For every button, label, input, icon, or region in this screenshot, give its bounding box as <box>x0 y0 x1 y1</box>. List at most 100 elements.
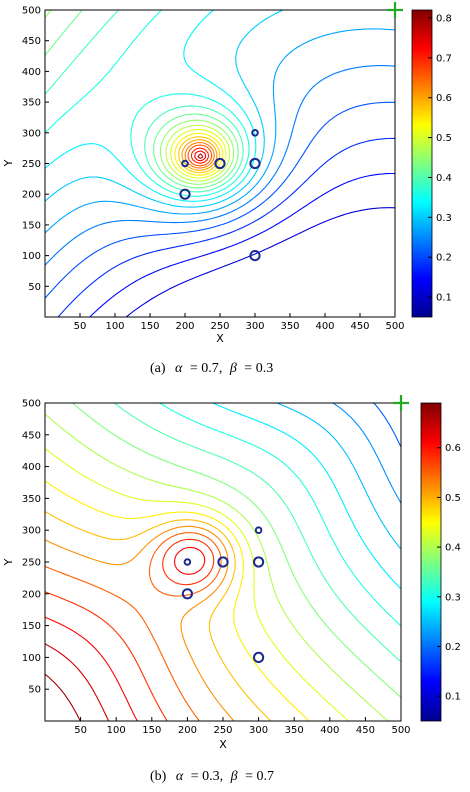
y-tick-label: 400 <box>22 67 41 78</box>
x-axis-label-a: X <box>216 332 224 345</box>
contour-line <box>174 132 224 176</box>
colorbar-tick-label: 0.5 <box>436 133 452 144</box>
y-tick-label: 250 <box>22 159 41 170</box>
colorbar-tick-label: 0.4 <box>445 543 461 554</box>
x-tick-label: 200 <box>178 725 197 736</box>
contour-line <box>194 150 207 162</box>
y-tick-label: 200 <box>22 190 41 201</box>
sensor-marker <box>183 558 192 566</box>
y-tick-label: 300 <box>22 526 41 537</box>
colorbar-tick-label: 0.4 <box>436 173 452 184</box>
caption-a-beta-val: = 0.3 <box>244 361 273 376</box>
x-tick-label: 100 <box>107 725 126 736</box>
caption-a-alpha: α <box>175 361 183 376</box>
sensor-marker <box>181 159 189 168</box>
x-tick-label: 350 <box>285 725 304 736</box>
sensor-marker <box>249 250 261 262</box>
caption-b-label: (b) <box>150 769 167 784</box>
contour-line <box>45 643 110 721</box>
sensor-marker <box>251 129 259 137</box>
colorbar-tick-label: 0.6 <box>436 93 452 104</box>
colorbar-tick-label: 0.7 <box>436 53 452 64</box>
contour-line <box>45 10 284 208</box>
contour-line <box>276 403 401 550</box>
contour-line <box>89 172 395 317</box>
colorbar-tick-label: 0.3 <box>436 213 452 224</box>
x-tick-label: 500 <box>385 321 404 332</box>
contour-line <box>57 137 395 317</box>
sensor-marker <box>217 556 229 568</box>
contour-line <box>187 144 213 167</box>
contour-line <box>45 101 395 299</box>
y-tick-label: 150 <box>22 621 41 632</box>
x-tick-label: 150 <box>140 321 159 332</box>
contour-line <box>45 546 206 721</box>
y-tick-label: 500 <box>22 6 41 17</box>
x-tick-label: 50 <box>74 321 87 332</box>
colorbar-tick-label: 0.5 <box>445 493 461 504</box>
sensor-marker <box>254 526 263 535</box>
sensor-marker <box>181 588 193 600</box>
y-tick-label: 150 <box>22 220 41 231</box>
colorbar-tick-label: 0.1 <box>436 293 452 304</box>
contour-line <box>184 141 215 169</box>
contour-line <box>45 511 272 721</box>
x-tick-label: 250 <box>213 725 232 736</box>
chart-b: 50 100 150 200 250 300 350 400 450 500 50 100 150 200… <box>2 395 461 784</box>
x-tick-label: 150 <box>142 725 161 736</box>
y-tick-label: 250 <box>22 558 41 569</box>
contour-lines-a <box>45 10 395 317</box>
x-tick-label: 400 <box>320 725 339 736</box>
y-tick-label: 100 <box>22 653 41 664</box>
colorbar-ticks-b: 0.1 0.2 0.3 0.4 0.5 0.6 <box>437 443 461 703</box>
contour-line <box>45 10 239 189</box>
y-tick-label: 450 <box>22 36 41 47</box>
contour-line <box>45 28 395 234</box>
caption-b-beta-val: = 0.7 <box>245 769 274 784</box>
y-tick-label: 350 <box>22 98 41 109</box>
plot-frame-b <box>44 402 402 722</box>
caption-b-alpha-val: = 0.3 <box>191 769 220 784</box>
caption-b-beta: β <box>230 769 238 784</box>
x-tick-label: 500 <box>391 725 410 736</box>
y-axis-label-b: Y <box>2 558 15 566</box>
caption-a-beta: β <box>229 361 237 376</box>
contour-line <box>212 403 401 590</box>
y-tick-label: 50 <box>28 685 41 696</box>
caption-a-alpha-val: = 0.7 <box>190 361 219 376</box>
chart-a: 50 100 150 200 250 300 350 400 450 500 50 100 150 200… <box>2 2 452 376</box>
x-axis-label-b: X <box>219 738 227 751</box>
y-tick-label: 350 <box>22 494 41 505</box>
sensor-marker <box>249 157 261 170</box>
y-tick-label: 500 <box>22 399 41 410</box>
y-tick-label: 100 <box>22 251 41 262</box>
x-tick-label: 450 <box>356 725 375 736</box>
contour-line <box>45 525 235 721</box>
caption-a-label: (a) <box>150 361 166 376</box>
y-tick-label: 200 <box>22 589 41 600</box>
x-tick-label: 50 <box>74 725 87 736</box>
axis-ticks-b: 50 100 150 200 250 300 350 400 450 500 50 100 150 200… <box>22 399 411 737</box>
colorbar-tick-label: 0.2 <box>436 253 452 264</box>
x-tick-label: 200 <box>175 321 194 332</box>
x-tick-label: 400 <box>315 321 334 332</box>
contour-line <box>45 413 389 721</box>
colorbar-b <box>420 402 442 722</box>
contour-line <box>178 136 221 174</box>
colorbar-tick-label: 0.8 <box>436 13 452 24</box>
contour-lines-b <box>45 403 401 721</box>
y-tick-label: 400 <box>22 462 41 473</box>
contour-line <box>45 10 257 202</box>
sensor-marker <box>253 651 265 664</box>
contour-line <box>165 124 231 182</box>
y-tick-label: 450 <box>22 430 41 441</box>
x-tick-label: 300 <box>249 725 268 736</box>
plus-marker-b <box>393 395 409 411</box>
caption-b: (b) α = 0.3, β = 0.7 <box>150 769 274 784</box>
y-tick-label: 50 <box>28 282 41 293</box>
colorbar-tick-label: 0.3 <box>445 592 461 603</box>
colorbar-a <box>411 9 433 318</box>
caption-b-alpha: α <box>176 769 184 784</box>
sensor-markers-a <box>179 129 261 262</box>
